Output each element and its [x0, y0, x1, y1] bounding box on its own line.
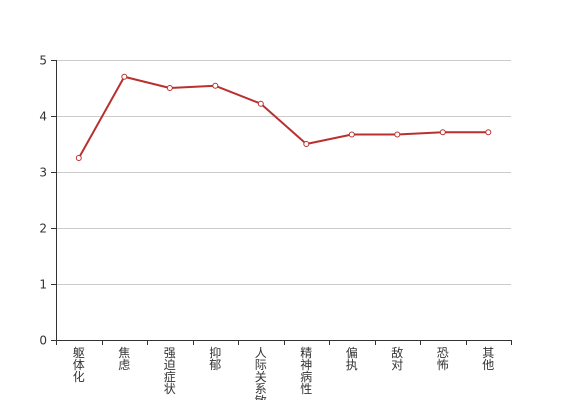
x-tick-label: 其他 — [482, 346, 494, 372]
x-tick-label: 躯体化 — [73, 345, 85, 384]
x-tick-label: 精神病性 — [300, 346, 312, 396]
data-point[interactable] — [303, 141, 310, 147]
y-tick-label: 4 — [39, 110, 47, 124]
grid-layer — [56, 60, 511, 285]
data-point[interactable] — [212, 82, 219, 89]
data-point[interactable] — [348, 131, 355, 138]
data-point[interactable] — [394, 131, 401, 138]
data-point[interactable] — [75, 155, 82, 161]
data-point[interactable] — [121, 73, 128, 80]
x-tick-label: 人际关系敏感 — [255, 346, 267, 400]
x-tick-label: 敌对 — [391, 345, 403, 372]
data-point[interactable] — [439, 129, 446, 136]
data-point[interactable] — [257, 100, 264, 107]
x-tick-label: 抑郁 — [209, 345, 221, 372]
x-tick-labels: 躯体化 焦虑 强迫症状 抑郁 人际关系敏感 精神病性 偏执 敌对 恐怖 其他 — [73, 345, 495, 404]
y-tick-labels: 0 1 2 3 4 5 — [39, 54, 47, 348]
x-tick-label: 焦虑 — [118, 346, 130, 372]
x-tick-label: 恐怖 — [437, 346, 449, 372]
y-tick-label: 5 — [39, 54, 47, 68]
y-tick-label: 3 — [39, 166, 47, 180]
series-layer — [75, 73, 492, 161]
y-tick-label: 1 — [39, 278, 47, 292]
y-tick-label: 2 — [39, 222, 47, 236]
axis-layer — [51, 60, 512, 345]
data-point[interactable] — [166, 85, 173, 91]
y-tick-label: 0 — [39, 334, 47, 348]
data-point[interactable] — [485, 129, 492, 136]
x-tick-label: 强迫症状 — [164, 346, 176, 396]
x-tick-label: 偏执 — [346, 345, 358, 372]
series-line — [77, 75, 489, 159]
